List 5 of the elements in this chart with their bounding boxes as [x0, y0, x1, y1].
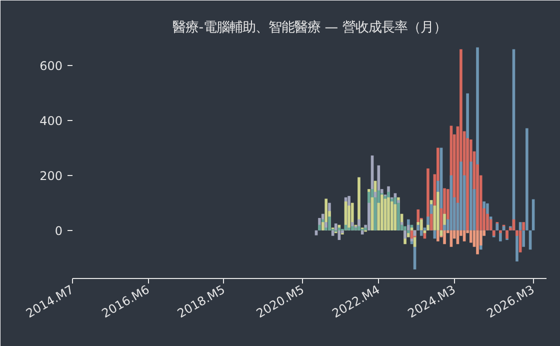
y-tick-label: 200 — [40, 168, 62, 183]
y-tick-label: 600 — [40, 58, 62, 73]
chart-title: 醫療-電腦輔助、智能醫療 — 營收成長率（月） — [172, 20, 446, 36]
y-tick-label: 0 — [54, 224, 63, 238]
y-tick-label: 400 — [40, 114, 62, 128]
